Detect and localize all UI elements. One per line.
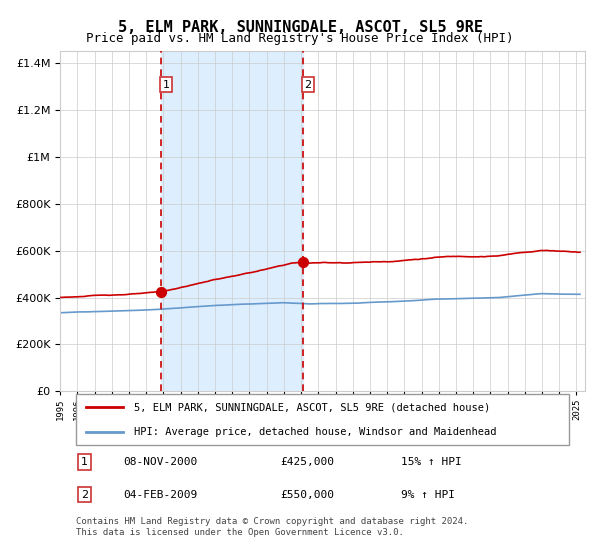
Text: £425,000: £425,000 [281,457,335,467]
Text: 5, ELM PARK, SUNNINGDALE, ASCOT, SL5 9RE: 5, ELM PARK, SUNNINGDALE, ASCOT, SL5 9RE [118,20,482,35]
Text: 9% ↑ HPI: 9% ↑ HPI [401,489,455,500]
Text: 2: 2 [81,489,88,500]
Text: 04-FEB-2009: 04-FEB-2009 [123,489,197,500]
Text: HPI: Average price, detached house, Windsor and Maidenhead: HPI: Average price, detached house, Wind… [134,427,496,437]
Text: 1: 1 [163,80,170,90]
FancyBboxPatch shape [76,394,569,445]
Text: 2: 2 [304,80,311,90]
Point [157,287,166,296]
Text: Contains HM Land Registry data © Crown copyright and database right 2024.
This d: Contains HM Land Registry data © Crown c… [76,517,469,537]
Text: 5, ELM PARK, SUNNINGDALE, ASCOT, SL5 9RE (detached house): 5, ELM PARK, SUNNINGDALE, ASCOT, SL5 9RE… [134,402,490,412]
Text: 1: 1 [81,457,88,467]
Point [298,258,308,267]
Text: £550,000: £550,000 [281,489,335,500]
Bar [161,52,302,391]
Text: 15% ↑ HPI: 15% ↑ HPI [401,457,462,467]
Text: 08-NOV-2000: 08-NOV-2000 [123,457,197,467]
Text: Price paid vs. HM Land Registry's House Price Index (HPI): Price paid vs. HM Land Registry's House … [86,32,514,45]
